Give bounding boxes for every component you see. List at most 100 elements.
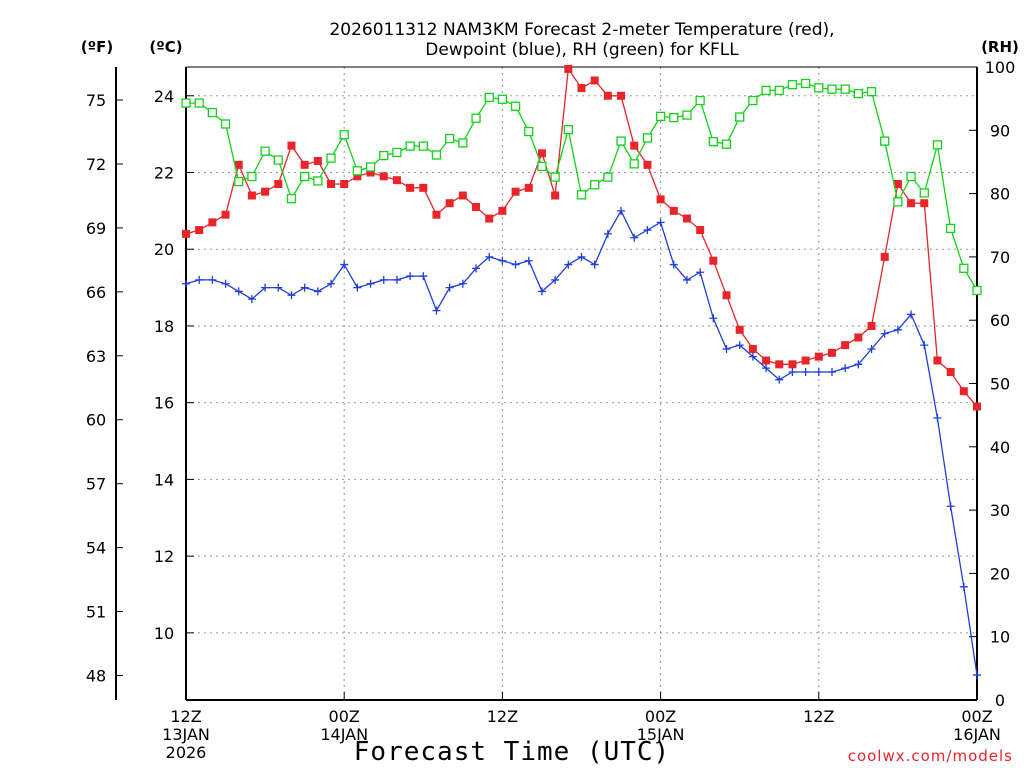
dewpoint-point — [643, 226, 652, 235]
temperature-point — [893, 180, 902, 189]
fahrenheit-tick-label: 57 — [86, 475, 106, 494]
temperature-point — [406, 183, 415, 192]
dewpoint-point — [366, 279, 375, 288]
rh-point — [761, 85, 771, 96]
temperature-point — [933, 356, 942, 365]
temperature-point — [946, 367, 955, 376]
x-tick-label: 13JAN — [162, 725, 210, 744]
rh-tick-label: 20 — [990, 564, 1010, 583]
temperature-point — [590, 76, 599, 85]
dewpoint-point — [709, 314, 718, 323]
temperature-point — [472, 203, 481, 212]
celsius-tick-label: 16 — [154, 394, 174, 413]
rh-point — [234, 176, 244, 187]
rh-point — [669, 112, 679, 123]
rh-point — [286, 194, 297, 204]
rh-point — [510, 101, 521, 111]
temperature-point — [841, 341, 850, 350]
rh-point — [840, 84, 850, 94]
dewpoint-point — [973, 671, 981, 680]
x-tick-label: 16JAN — [953, 725, 1001, 744]
dewpoint-point — [327, 279, 336, 288]
rh-tick-label: 100 — [985, 58, 1016, 77]
x-tick-label: 14JAN — [320, 725, 368, 744]
rh-point — [932, 140, 943, 150]
dewpoint-point — [524, 256, 533, 265]
temperature-point — [247, 191, 256, 200]
dewpoint-point — [696, 268, 705, 277]
dewpoint-point — [682, 275, 691, 284]
temperature-point — [340, 180, 349, 189]
dewpoint-point — [274, 283, 283, 292]
temperature-point — [907, 199, 916, 208]
watermark: coolwx.com/models — [848, 747, 1013, 765]
temperature-point — [973, 402, 981, 411]
rh-point — [827, 84, 837, 94]
rh-tick-label: 10 — [990, 628, 1010, 647]
rh-tick-label: 90 — [990, 121, 1010, 140]
dewpoint-point — [775, 375, 784, 384]
rh-point — [194, 98, 204, 108]
dewpoint-point — [617, 206, 626, 215]
temperature-point — [564, 64, 573, 73]
temperature-point — [867, 321, 876, 330]
temperature-point — [880, 252, 889, 261]
rh-point — [708, 137, 718, 147]
temperature-point — [432, 210, 441, 219]
temperature-point — [920, 199, 929, 208]
x-tick-label: 12Z — [803, 707, 834, 726]
rh-point — [972, 285, 982, 296]
temperature-point — [669, 206, 678, 215]
chart-title-line1: 2026011312 NAM3KM Forecast 2-meter Tempe… — [329, 20, 834, 40]
rh-point — [893, 197, 903, 207]
temperature-point — [485, 214, 494, 223]
temperature-point — [814, 352, 823, 361]
celsius-unit-label: (ºC) — [149, 38, 182, 56]
rh-point — [590, 180, 600, 190]
dewpoint-point — [577, 252, 586, 261]
x-tick-label: 15JAN — [637, 725, 685, 744]
fahrenheit-tick-label: 51 — [86, 603, 106, 622]
rh-point — [576, 190, 587, 200]
dewpoint-point — [564, 260, 573, 269]
dewpoint-point — [748, 352, 757, 361]
dewpoint-point — [498, 256, 507, 265]
dewpoint-point — [959, 582, 968, 591]
fahrenheit-tick-label: 75 — [86, 91, 106, 110]
temperature-point — [419, 183, 428, 192]
fahrenheit-tick-label: 63 — [86, 347, 106, 366]
rh-point — [497, 94, 508, 104]
temperature-point — [959, 387, 968, 396]
rh-point — [550, 172, 560, 182]
temperature-point — [274, 180, 283, 189]
temperature-point — [182, 229, 190, 238]
dewpoint-point — [814, 367, 823, 376]
dewpoint-point — [933, 414, 942, 423]
dewpoint-point — [880, 329, 889, 338]
dewpoint-point — [458, 279, 467, 288]
temperature-point — [511, 187, 520, 196]
temperature-point — [524, 183, 533, 192]
temperature-point — [379, 172, 388, 181]
rh-point — [945, 223, 956, 234]
dewpoint-point — [287, 291, 296, 300]
rh-point — [642, 133, 653, 143]
dewpoint-point — [511, 260, 520, 269]
celsius-tick-label: 10 — [154, 624, 174, 643]
rh-point — [603, 172, 613, 182]
dewpoint-point — [340, 260, 349, 269]
rh-point — [299, 171, 310, 182]
rh-point — [445, 133, 455, 144]
rh-tick-label: 40 — [990, 438, 1010, 457]
dewpoint-point — [406, 272, 415, 281]
rh-point — [247, 171, 257, 182]
rh-point — [365, 162, 376, 172]
chart-title-line2: Dewpoint (blue), RH (green) for KFLL — [425, 40, 739, 60]
temperature-point — [221, 210, 230, 219]
rh-point — [273, 155, 283, 165]
temperature-point — [353, 172, 362, 181]
dewpoint-point — [854, 360, 863, 369]
fahrenheit-unit-label: (ºF) — [81, 38, 113, 56]
temperature-point — [577, 84, 586, 93]
dewpoint-point — [867, 344, 876, 353]
